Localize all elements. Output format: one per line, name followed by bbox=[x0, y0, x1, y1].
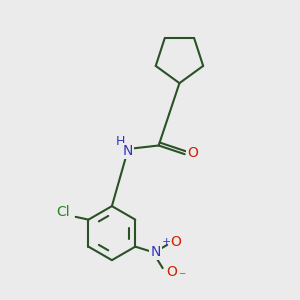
Text: +: + bbox=[162, 238, 171, 248]
Text: O: O bbox=[171, 236, 182, 250]
Text: H: H bbox=[116, 135, 125, 148]
Text: O: O bbox=[167, 265, 178, 279]
Text: O: O bbox=[187, 146, 198, 160]
Text: Cl: Cl bbox=[56, 205, 70, 219]
Text: N: N bbox=[150, 245, 161, 259]
Text: ⁻: ⁻ bbox=[178, 270, 185, 284]
Text: N: N bbox=[123, 144, 134, 158]
